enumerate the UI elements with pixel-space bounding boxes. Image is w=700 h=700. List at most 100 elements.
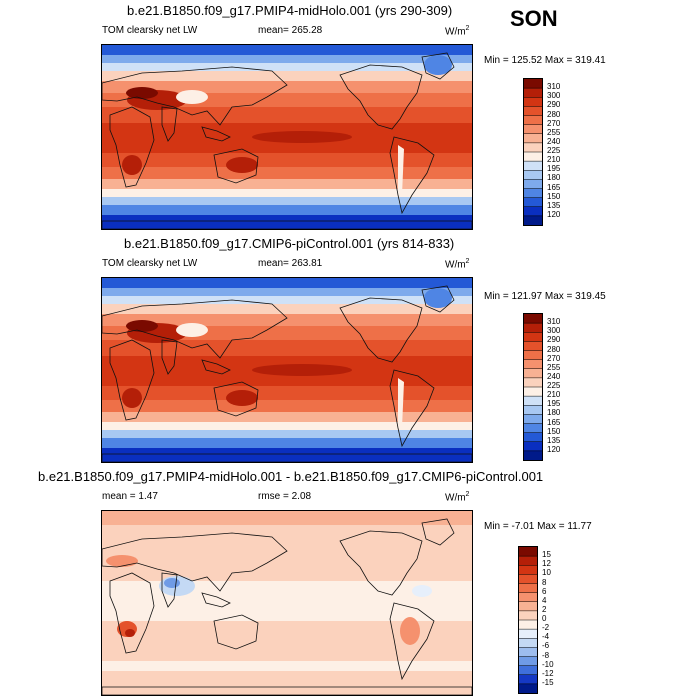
latitude-band bbox=[102, 304, 472, 314]
colorbar-tick-label: 225 bbox=[547, 146, 561, 155]
coastline bbox=[339, 297, 423, 363]
colorbar-swatch bbox=[519, 601, 537, 612]
colorbar-tick-label: 120 bbox=[547, 444, 561, 454]
latitude-band bbox=[102, 63, 472, 71]
colorbar-swatch bbox=[519, 656, 537, 667]
colorbar-tick-label: 180 bbox=[547, 408, 561, 418]
hot-region bbox=[122, 155, 142, 175]
greenland-region bbox=[424, 55, 452, 75]
latitude-band bbox=[102, 55, 472, 63]
latitude-band bbox=[102, 167, 472, 179]
plateau-region bbox=[176, 90, 208, 104]
coastline bbox=[109, 106, 155, 188]
latitude-band bbox=[102, 296, 472, 304]
colorbar-swatch bbox=[519, 665, 537, 676]
colorbar-swatch bbox=[524, 368, 542, 379]
colorbar-tick-label: 210 bbox=[547, 390, 561, 400]
colorbar-tick-label: 210 bbox=[547, 155, 561, 165]
colorbar-tick-label: 300 bbox=[547, 326, 561, 336]
season-label: SON bbox=[510, 6, 558, 31]
colorbar-tick-label: 135 bbox=[547, 435, 561, 445]
panel-1-minmax: Min = 125.52 Max = 319.41 bbox=[484, 55, 606, 66]
colorbar-tick-label: 290 bbox=[547, 100, 561, 110]
colorbar-tick-label: 12 bbox=[542, 559, 551, 569]
latitude-band bbox=[102, 422, 472, 430]
colorbar-swatch bbox=[519, 620, 537, 630]
hot-region bbox=[226, 390, 258, 406]
colorbar-swatch bbox=[524, 423, 542, 434]
coastline bbox=[389, 136, 435, 215]
colorbar-tick-label: 280 bbox=[547, 109, 561, 119]
colorbar-swatch bbox=[524, 170, 542, 180]
hot-region bbox=[122, 388, 142, 408]
coastline bbox=[389, 369, 435, 448]
colorbar-tick-label: 290 bbox=[547, 335, 561, 345]
panel-3-units: W/m2 bbox=[445, 491, 470, 504]
colorbar-swatch bbox=[524, 161, 542, 171]
colorbar-swatch bbox=[519, 638, 537, 648]
coastline bbox=[389, 602, 435, 681]
coastline bbox=[421, 52, 455, 80]
latitude-band bbox=[102, 205, 472, 215]
difference-band bbox=[102, 661, 472, 671]
difference-positive bbox=[125, 629, 135, 637]
panel-2-mean: mean= 263.81 bbox=[258, 258, 323, 269]
colorbar-swatch bbox=[524, 142, 542, 153]
panel-1-variable: TOM clearsky net LW bbox=[102, 25, 198, 36]
colorbar-swatch bbox=[524, 341, 542, 351]
coastline bbox=[102, 220, 472, 229]
colorbar-tick-label: 0 bbox=[542, 614, 547, 623]
colorbar-swatch bbox=[524, 323, 542, 333]
panel-1-colorbar bbox=[523, 78, 543, 226]
colorbar-swatch bbox=[524, 441, 542, 452]
coastline bbox=[102, 453, 472, 462]
hot-region bbox=[252, 364, 352, 376]
colorbar-swatch bbox=[524, 405, 542, 415]
hot-region bbox=[252, 131, 352, 143]
andes-region bbox=[398, 378, 404, 428]
colorbar-swatch bbox=[519, 565, 537, 575]
colorbar-swatch bbox=[519, 592, 537, 603]
colorbar-swatch bbox=[524, 450, 542, 460]
latitude-band bbox=[102, 400, 472, 412]
colorbar-tick-label: 15 bbox=[542, 550, 551, 560]
colorbar-swatch bbox=[519, 610, 537, 621]
coastline bbox=[102, 299, 288, 359]
latitude-band bbox=[102, 189, 472, 197]
colorbar-swatch bbox=[524, 432, 542, 443]
colorbar-tick-label: -10 bbox=[542, 659, 554, 669]
coastline bbox=[161, 339, 178, 375]
panel-2-units: W/m2 bbox=[445, 258, 470, 271]
panel-2-map bbox=[101, 277, 473, 463]
map-svg bbox=[102, 278, 472, 462]
colorbar-tick-label: 165 bbox=[547, 182, 561, 192]
panel-3-minmax: Min = -7.01 Max = 11.77 bbox=[484, 521, 592, 532]
colorbar-tick-label: 270 bbox=[547, 353, 561, 363]
colorbar-tick-label: 150 bbox=[547, 426, 561, 436]
andes-region bbox=[398, 145, 404, 195]
panel-1-title: b.e21.B1850.f09_g17.PMIP4-midHolo.001 (y… bbox=[127, 3, 453, 18]
panel-3-map bbox=[101, 510, 473, 696]
panel-2-title: b.e21.B1850.f09_g17.CMIP6-piControl.001 … bbox=[124, 236, 455, 251]
colorbar-tick-label: 150 bbox=[547, 191, 561, 201]
latitude-band bbox=[102, 430, 472, 438]
colorbar-tick-label: 120 bbox=[547, 209, 561, 219]
colorbar-swatch bbox=[524, 152, 542, 162]
colorbar-tick-label: 225 bbox=[547, 381, 561, 390]
colorbar-tick-label: 135 bbox=[547, 200, 561, 210]
colorbar-tick-label: -6 bbox=[542, 641, 550, 651]
coastline bbox=[109, 339, 155, 421]
coastline bbox=[213, 614, 259, 650]
colorbar-svg bbox=[524, 314, 542, 460]
colorbar-tick-label: -4 bbox=[542, 632, 550, 642]
colorbar-swatch bbox=[524, 359, 542, 370]
latitude-band bbox=[102, 71, 472, 81]
panel-2-minmax: Min = 121.97 Max = 319.45 bbox=[484, 291, 606, 302]
colorbar-tick-label: 310 bbox=[547, 317, 561, 327]
colorbar-tick-label: 195 bbox=[547, 164, 561, 174]
colorbar-swatch bbox=[524, 215, 542, 225]
colorbar-swatch bbox=[524, 97, 542, 107]
colorbar-swatch bbox=[519, 574, 537, 584]
difference-positive bbox=[400, 617, 420, 645]
plateau-region bbox=[176, 323, 208, 337]
